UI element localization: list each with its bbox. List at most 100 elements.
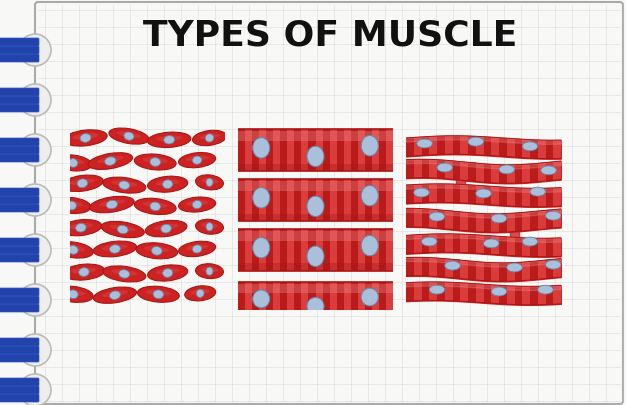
Ellipse shape [178,241,215,257]
Bar [309,282,316,319]
Bar [316,179,322,221]
Ellipse shape [206,178,213,186]
Bar [468,136,476,154]
Bar [507,213,515,232]
Ellipse shape [444,261,460,270]
Ellipse shape [253,188,270,208]
Bar [507,237,515,256]
Bar [437,210,444,228]
Ellipse shape [61,175,103,192]
Ellipse shape [119,181,130,189]
Bar [414,159,421,178]
Ellipse shape [136,243,178,259]
Bar [499,263,507,281]
Bar [252,179,259,221]
Bar [344,228,351,271]
Ellipse shape [522,142,538,151]
Ellipse shape [195,175,223,190]
Bar [351,228,358,271]
Ellipse shape [253,290,270,308]
Bar [386,282,393,319]
Bar [238,129,245,171]
Bar [238,179,245,221]
Ellipse shape [153,224,178,230]
Bar [538,286,545,305]
Ellipse shape [150,158,160,166]
Ellipse shape [414,188,429,197]
Bar [301,282,309,319]
Ellipse shape [105,157,116,165]
Ellipse shape [19,234,51,266]
FancyBboxPatch shape [0,204,39,212]
Bar [351,179,358,221]
Bar [437,160,444,178]
Ellipse shape [195,219,223,234]
Bar [294,129,301,171]
Bar [238,228,393,271]
Ellipse shape [52,198,91,213]
Bar [386,228,393,271]
Ellipse shape [186,200,208,206]
Ellipse shape [201,223,218,228]
Ellipse shape [201,267,218,272]
Ellipse shape [206,223,213,231]
Bar [507,165,515,183]
Ellipse shape [201,178,218,183]
X-axis label: striated
muscle cells: striated muscle cells [264,332,367,371]
Ellipse shape [307,196,324,217]
Ellipse shape [63,264,105,280]
FancyBboxPatch shape [0,188,39,196]
Ellipse shape [102,245,128,250]
Bar [414,282,421,301]
Ellipse shape [206,267,213,275]
Bar [491,262,499,281]
Ellipse shape [161,224,172,233]
Bar [330,179,337,221]
Bar [460,136,468,154]
Ellipse shape [53,242,93,258]
FancyBboxPatch shape [0,238,39,246]
Bar [429,282,437,301]
Bar [522,262,530,281]
Bar [515,237,522,256]
Bar [530,238,538,256]
Bar [358,179,365,221]
Bar [238,181,393,191]
Ellipse shape [19,134,51,166]
Ellipse shape [541,166,557,175]
Bar [266,282,273,319]
Bar [238,264,393,271]
Bar [538,261,545,279]
Ellipse shape [361,185,378,206]
Bar [453,234,460,252]
Bar [522,238,530,256]
Bar [379,228,386,271]
Bar [460,162,468,180]
Bar [238,282,393,319]
Bar [499,237,507,255]
Bar [538,211,545,230]
Bar [453,161,460,179]
Bar [372,282,379,319]
FancyBboxPatch shape [0,304,39,312]
Bar [499,214,507,232]
Ellipse shape [545,211,561,220]
Bar [468,261,476,279]
FancyBboxPatch shape [0,88,39,96]
Bar [460,184,468,203]
Bar [406,283,414,301]
Ellipse shape [98,200,125,206]
Bar [444,184,453,202]
Ellipse shape [151,247,162,255]
Ellipse shape [156,180,180,185]
Ellipse shape [143,202,168,208]
Ellipse shape [62,158,85,164]
Ellipse shape [476,189,491,198]
Bar [406,185,414,203]
Bar [444,282,453,301]
FancyBboxPatch shape [0,196,39,204]
Ellipse shape [119,270,130,278]
Ellipse shape [150,202,160,211]
Ellipse shape [145,220,187,237]
Bar [322,228,330,271]
